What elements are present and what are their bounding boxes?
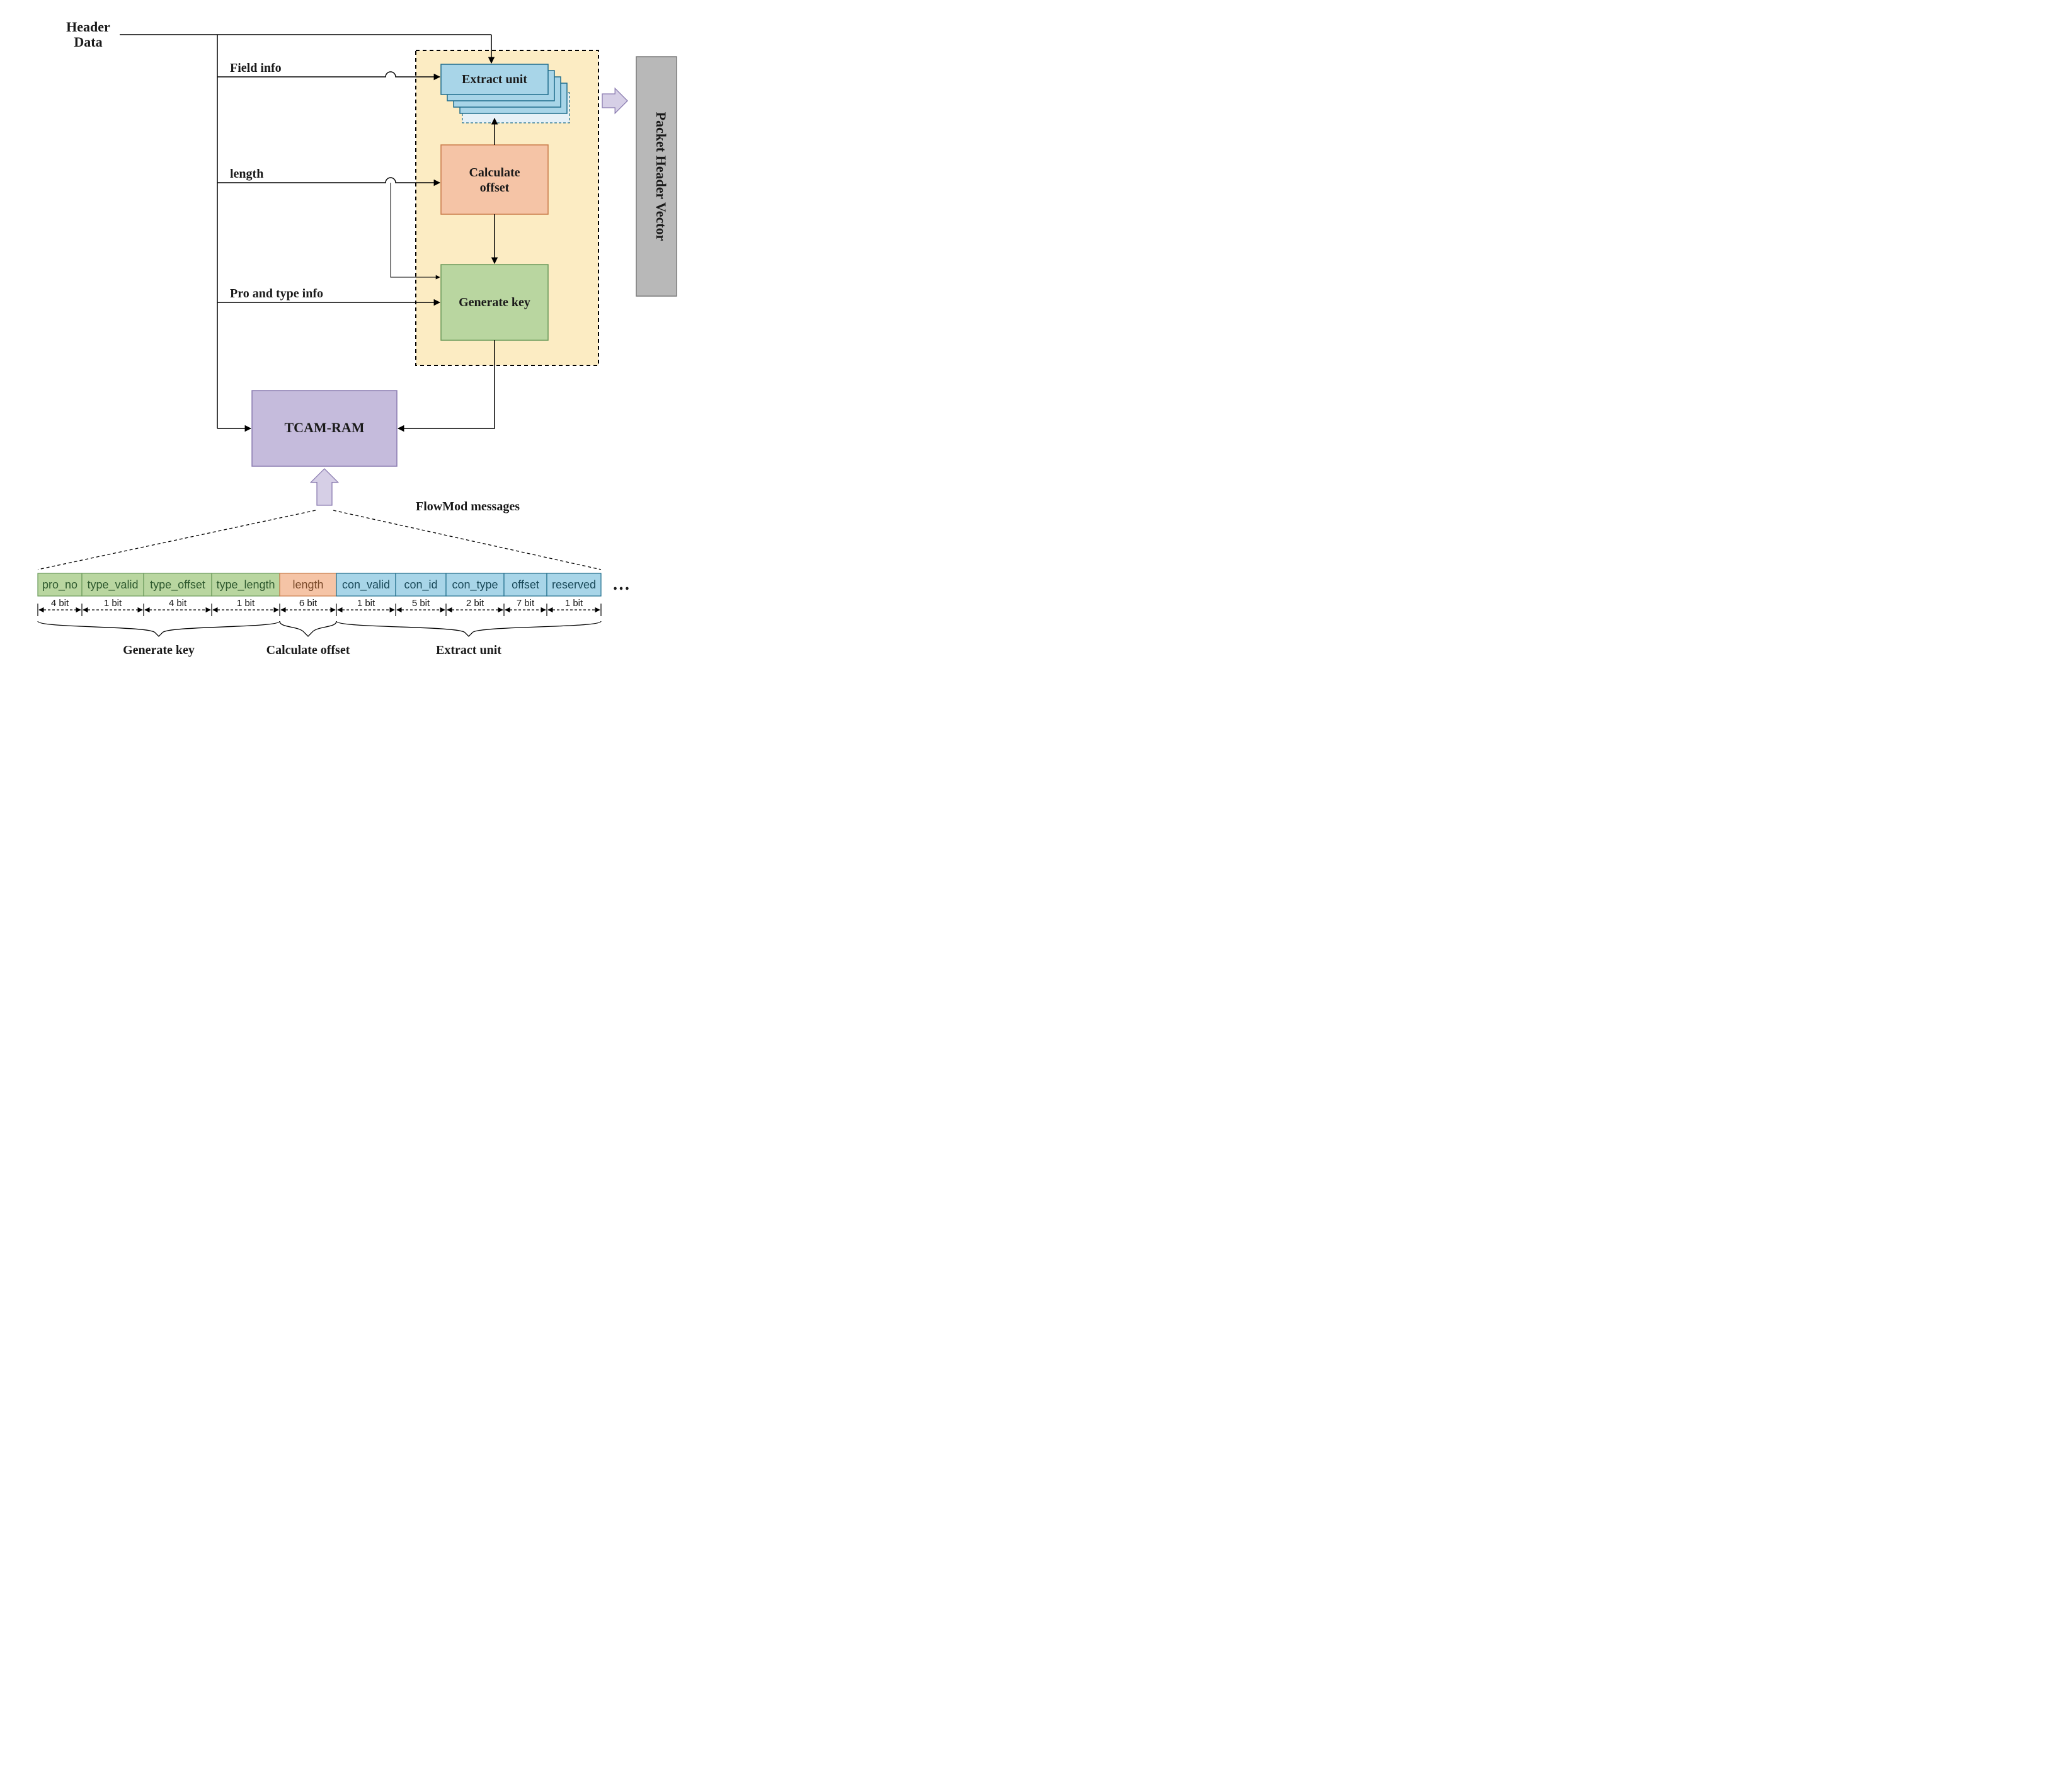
flowmod-messages-label: FlowMod messages	[416, 500, 520, 513]
extract-unit-label: Extract unit	[462, 72, 527, 86]
calculate-offset-box: Calculateoffset	[441, 145, 548, 214]
bit-label: 4 bit	[169, 598, 187, 609]
bit-label: 4 bit	[51, 598, 69, 609]
field-table: pro_no type_valid type_offset type_length le…	[38, 573, 630, 596]
field-cell-label: type_length	[216, 578, 275, 592]
pro-type-info-label: Pro and type info	[230, 287, 323, 301]
field-cell-label: length	[292, 578, 323, 591]
ellipsis: …	[612, 575, 630, 594]
bit-label: 7 bit	[517, 598, 535, 609]
length-label: length	[230, 167, 263, 181]
field-cell-label: con_type	[452, 578, 498, 592]
field-cell-label: con_id	[404, 578, 437, 592]
tcam-ram-box: TCAM-RAM	[252, 391, 397, 466]
bit-label: 1 bit	[565, 598, 583, 609]
generate-key-label: Generate key	[459, 295, 530, 309]
field-cell-label: offset	[512, 578, 539, 591]
field-cell-label: reserved	[552, 578, 596, 591]
packet-header-vector-label: Packet Header Vector	[653, 112, 669, 241]
brace-label-extract-unit: Extract unit	[436, 643, 501, 657]
bit-label: 1 bit	[237, 598, 255, 609]
field-cell-label: type_offset	[150, 578, 205, 592]
field-info-label: Field info	[230, 61, 282, 75]
bit-label: 1 bit	[104, 598, 122, 609]
packet-header-vector-box: Packet Header Vector	[636, 57, 677, 296]
field-cell-label: con_valid	[342, 578, 390, 592]
bit-label: 1 bit	[357, 598, 375, 609]
tcam-ram-label: TCAM-RAM	[284, 420, 364, 435]
field-cell-label: pro_no	[42, 578, 77, 592]
bit-label: 6 bit	[299, 598, 318, 609]
header-data-label: HeaderData	[66, 19, 110, 50]
field-cell-label: type_valid	[87, 578, 138, 592]
block-arrow-up	[311, 469, 338, 505]
brace-label-calculate-offset: Calculate offset	[266, 643, 350, 657]
brace-label-generate-key: Generate key	[123, 643, 195, 657]
bit-dimensions: 4 bit 1 bit 4 bit 1 bit 6 bit 1 bit 5 bit 2 bit…	[38, 598, 601, 616]
block-arrow-right	[602, 88, 627, 113]
bit-label: 2 bit	[466, 598, 484, 609]
bit-label: 5 bit	[412, 598, 430, 609]
generate-key-box: Generate key	[441, 265, 548, 340]
